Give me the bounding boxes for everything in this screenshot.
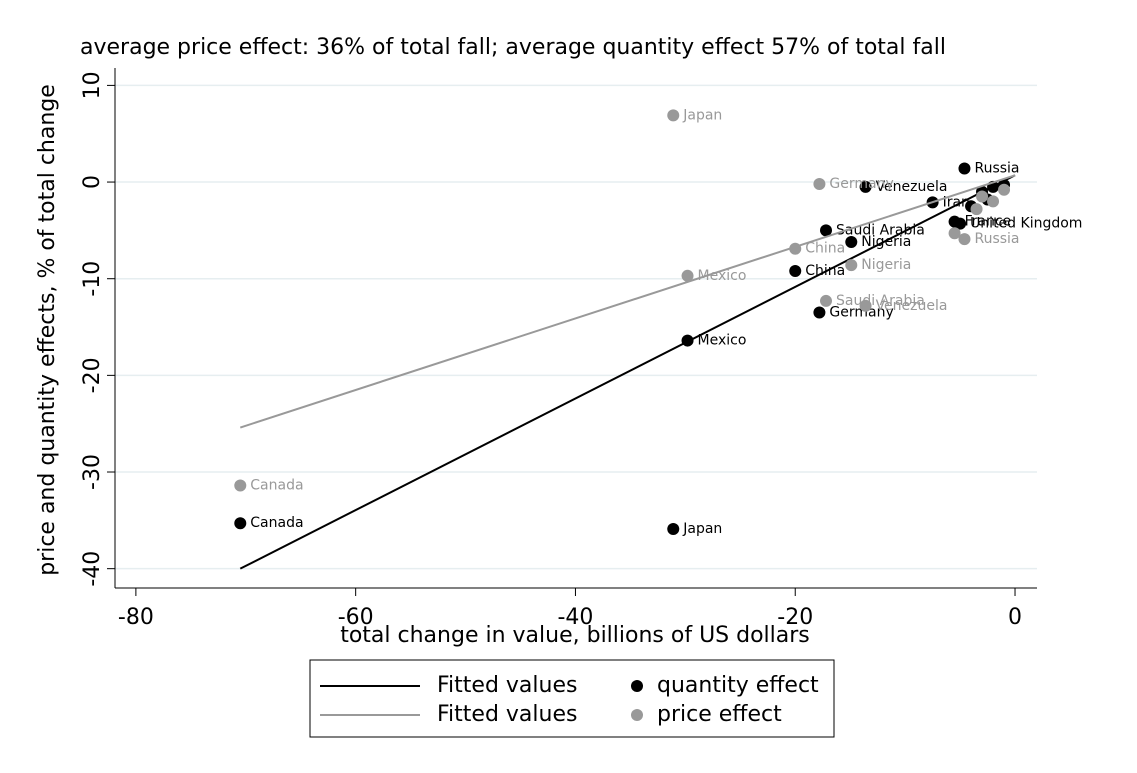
point-label: Russia xyxy=(974,161,1019,177)
point-label: Venezuela xyxy=(876,179,948,195)
legend-dot xyxy=(631,680,643,692)
point-label: United Kingdom xyxy=(970,216,1082,232)
point-label: Japan xyxy=(682,521,722,537)
point-label: Venezuela xyxy=(876,298,948,314)
legend-label: price effect xyxy=(657,702,782,727)
point xyxy=(958,233,971,246)
x-tick-label: -60 xyxy=(338,605,374,630)
point-label: France xyxy=(965,214,1012,230)
legend-label: quantity effect xyxy=(657,673,819,698)
x-tick-label: -80 xyxy=(118,605,154,630)
point xyxy=(970,203,983,216)
x-tick-label: -40 xyxy=(557,605,593,630)
point xyxy=(845,235,858,248)
point xyxy=(789,242,802,255)
point-label: Germany xyxy=(829,305,893,321)
fitted-line xyxy=(239,174,1016,570)
point-label: Canada xyxy=(250,478,303,494)
point xyxy=(976,190,989,203)
point xyxy=(234,517,247,530)
point xyxy=(667,109,680,122)
point-label: Russia xyxy=(974,231,1019,247)
y-tick-label: -10 xyxy=(80,261,105,297)
chart-title: average price effect: 36% of total fall;… xyxy=(80,35,946,60)
point xyxy=(998,183,1011,196)
point-label: Mexico xyxy=(698,333,747,349)
legend-label: Fitted values xyxy=(437,702,577,727)
point xyxy=(820,294,833,307)
point-label: China xyxy=(805,263,845,279)
y-tick-label: 10 xyxy=(80,71,105,99)
point xyxy=(820,224,833,237)
legend-box xyxy=(309,659,835,738)
point xyxy=(681,334,694,347)
x-tick-label: -20 xyxy=(777,605,813,630)
point xyxy=(789,264,802,277)
point-label: Japan xyxy=(682,107,722,123)
point-label: Iran xyxy=(943,194,970,210)
legend-label: Fitted values xyxy=(437,673,577,698)
point-label: Nigeria xyxy=(861,257,911,273)
point xyxy=(845,259,858,272)
x-tick-label: 0 xyxy=(1008,605,1022,630)
point xyxy=(958,162,971,175)
point-label: Canada xyxy=(250,515,303,531)
fitted-line xyxy=(239,174,1016,429)
point xyxy=(954,217,967,230)
point xyxy=(987,195,1000,208)
point xyxy=(859,299,872,312)
y-axis-label: price and quantity effects, % of total c… xyxy=(35,84,60,576)
point xyxy=(948,227,961,240)
point xyxy=(859,180,872,193)
point-label: Saudi Arabia xyxy=(836,293,925,309)
y-tick-label: -30 xyxy=(80,454,105,490)
y-tick-label: 0 xyxy=(80,175,105,189)
point xyxy=(813,306,826,319)
point xyxy=(681,269,694,282)
point-label: Germany xyxy=(829,176,893,192)
point-label: Nigeria xyxy=(861,234,911,250)
point-label: China xyxy=(805,241,845,257)
point xyxy=(813,177,826,190)
y-tick-label: -40 xyxy=(80,551,105,587)
x-axis-label: total change in value, billions of US do… xyxy=(340,623,810,648)
legend-dot xyxy=(631,709,643,721)
point-label: Mexico xyxy=(698,268,747,284)
point xyxy=(234,479,247,492)
point-label: Saudi Arabia xyxy=(836,222,925,238)
point xyxy=(667,523,680,536)
y-tick-label: -20 xyxy=(80,357,105,393)
